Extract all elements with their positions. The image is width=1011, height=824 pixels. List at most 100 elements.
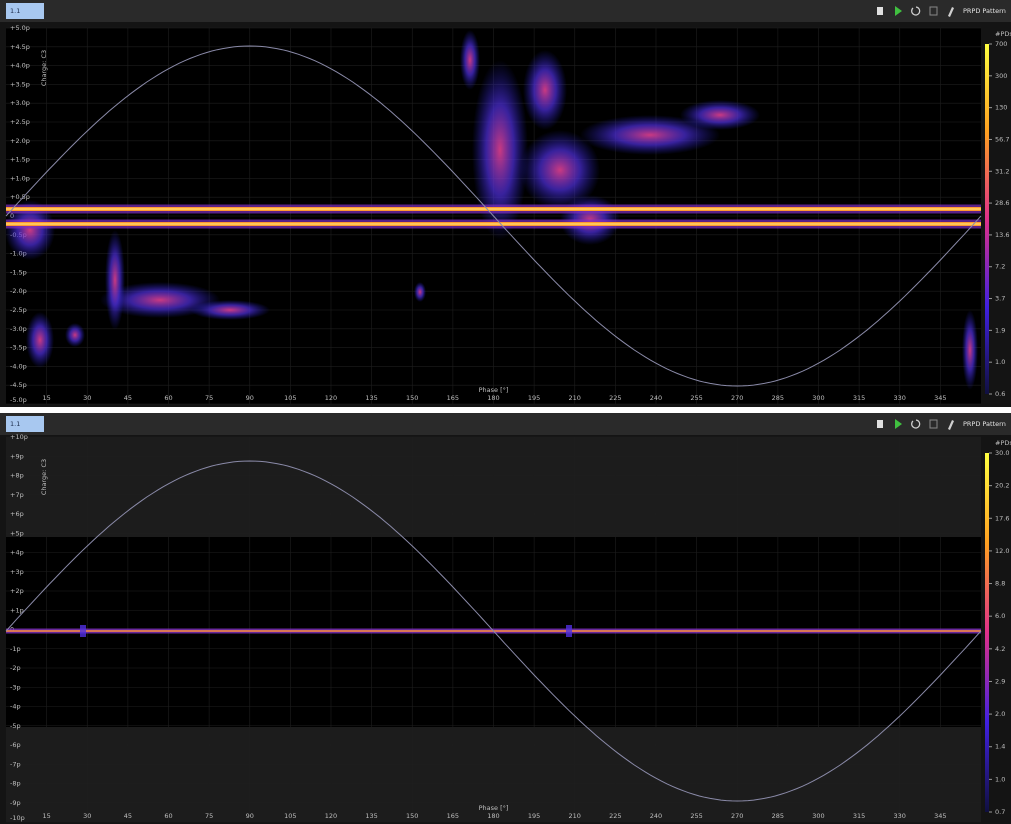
y-tick-label: +7p xyxy=(10,491,24,499)
x-tick-label: 90 xyxy=(246,812,254,820)
colorbar-tick-label: 17.6 xyxy=(995,514,1009,522)
save-button[interactable] xyxy=(929,6,938,16)
colorbar-tick-label: 31.2 xyxy=(995,167,1009,175)
y-tick-label: +1p xyxy=(10,606,24,614)
stop-button[interactable] xyxy=(877,420,883,428)
settings-button[interactable] xyxy=(948,7,954,17)
y-tick-label: +3.0p xyxy=(10,99,30,107)
x-tick-label: 240 xyxy=(650,394,662,402)
play-button[interactable] xyxy=(895,6,902,16)
colorbar-tick-label: 1.0 xyxy=(995,358,1005,366)
pd-cluster xyxy=(566,625,572,637)
colorbar-tick-label: 4.2 xyxy=(995,645,1005,653)
x-tick-label: 330 xyxy=(894,394,906,402)
colorbar xyxy=(985,453,989,812)
x-tick-label: 75 xyxy=(205,812,213,820)
pd-cluster xyxy=(962,310,978,390)
pd-cluster xyxy=(680,100,760,130)
x-tick-label: 255 xyxy=(690,812,702,820)
y-tick-label: -2.0p xyxy=(10,287,27,295)
pd-cluster xyxy=(523,50,567,130)
y-tick-label: +6p xyxy=(10,510,24,518)
colorbar-tick-label: 7.2 xyxy=(995,263,1005,271)
y-tick-label: -7p xyxy=(10,760,21,768)
y-tick-label: +3.5p xyxy=(10,80,30,88)
x-axis-label: Phase [°] xyxy=(479,386,509,394)
x-axis-label: Phase [°] xyxy=(479,804,509,812)
pd-cluster xyxy=(414,282,426,302)
x-tick-label: 210 xyxy=(569,394,581,402)
y-tick-label: +4.5p xyxy=(10,43,30,51)
pd-cluster xyxy=(460,30,480,90)
colorbar-tick-label: 20.2 xyxy=(995,482,1009,490)
stop-button[interactable] xyxy=(877,7,883,15)
panel-header xyxy=(0,0,1011,22)
x-tick-label: 180 xyxy=(487,394,499,402)
x-tick-label: 345 xyxy=(934,812,946,820)
x-tick-label: 285 xyxy=(772,394,784,402)
y-tick-label: -3.0p xyxy=(10,325,27,333)
phase-sine xyxy=(5,45,982,387)
tab[interactable] xyxy=(6,3,44,19)
x-tick-label: 195 xyxy=(528,812,540,820)
y-tick-label: -5p xyxy=(10,722,21,730)
y-tick-label: -2.5p xyxy=(10,306,27,314)
pd-cluster xyxy=(520,130,600,210)
y-tick-label: +4p xyxy=(10,549,24,557)
panel-title: PRPD Pattern xyxy=(963,420,1006,428)
x-tick-label: 285 xyxy=(772,812,784,820)
colorbar-tick-label: 1.4 xyxy=(995,743,1005,751)
x-tick-label: 270 xyxy=(731,394,743,402)
x-tick-label: 270 xyxy=(731,812,743,820)
y-tick-label: -4.0p xyxy=(10,362,27,370)
colorbar-tick-label: 2.9 xyxy=(995,677,1005,685)
tab-label: 1.1 xyxy=(10,7,20,15)
colorbar xyxy=(985,44,989,394)
y-tick-label: +10p xyxy=(10,433,28,441)
x-tick-label: 45 xyxy=(124,812,132,820)
x-tick-label: 135 xyxy=(365,812,377,820)
y-tick-label: -8p xyxy=(10,780,21,788)
colorbar-tick-label: 130 xyxy=(995,104,1007,112)
x-tick-label: 15 xyxy=(42,394,50,402)
x-tick-label: 300 xyxy=(812,812,824,820)
x-tick-label: 315 xyxy=(853,812,865,820)
x-tick-label: 60 xyxy=(164,812,172,820)
x-tick-label: 180 xyxy=(487,812,499,820)
colorbar-tick-label: 6.0 xyxy=(995,612,1005,620)
y-tick-label: +5p xyxy=(10,529,24,537)
y-tick-label: -4p xyxy=(10,703,21,711)
tab-label: 1.1 xyxy=(10,420,20,428)
reset-button[interactable] xyxy=(911,419,921,429)
y-axis-label: Charge: C3 xyxy=(40,459,48,495)
y-tick-label: +1.0p xyxy=(10,174,30,182)
colorbar-tick-label: 3.7 xyxy=(995,295,1005,303)
y-tick-label: +8p xyxy=(10,472,24,480)
prpd-panel: 1.1 PRPD Pattern +5.0p +4.5p +4.0p +3.5p +3.0p… xyxy=(0,0,1011,407)
tab[interactable] xyxy=(6,416,44,432)
y-tick-label: +2p xyxy=(10,587,24,595)
pd-cluster xyxy=(100,282,220,318)
play-button[interactable] xyxy=(895,419,902,429)
x-tick-label: 135 xyxy=(365,394,377,402)
x-tick-label: 105 xyxy=(284,394,296,402)
save-button[interactable] xyxy=(929,419,938,429)
y-tick-label: -1.5p xyxy=(10,268,27,276)
colorbar-tick-label: 56.7 xyxy=(995,135,1009,143)
x-tick-label: 15 xyxy=(42,812,50,820)
x-tick-label: 30 xyxy=(83,394,91,402)
colorbar-unit: #PDs xyxy=(995,439,1011,447)
settings-button[interactable] xyxy=(948,420,954,430)
x-tick-label: 150 xyxy=(406,394,418,402)
x-tick-label: 45 xyxy=(124,394,132,402)
reset-button[interactable] xyxy=(911,6,921,16)
y-tick-label: -1p xyxy=(10,645,21,653)
colorbar-tick-label: 8.8 xyxy=(995,580,1005,588)
colorbar-tick-label: 13.6 xyxy=(995,231,1009,239)
x-tick-label: 105 xyxy=(284,812,296,820)
x-tick-label: 315 xyxy=(853,394,865,402)
pd-cluster xyxy=(105,230,125,330)
y-tick-label: -2p xyxy=(10,664,21,672)
y-tick-label: +1.5p xyxy=(10,156,30,164)
y-tick-label: +4.0p xyxy=(10,62,30,70)
